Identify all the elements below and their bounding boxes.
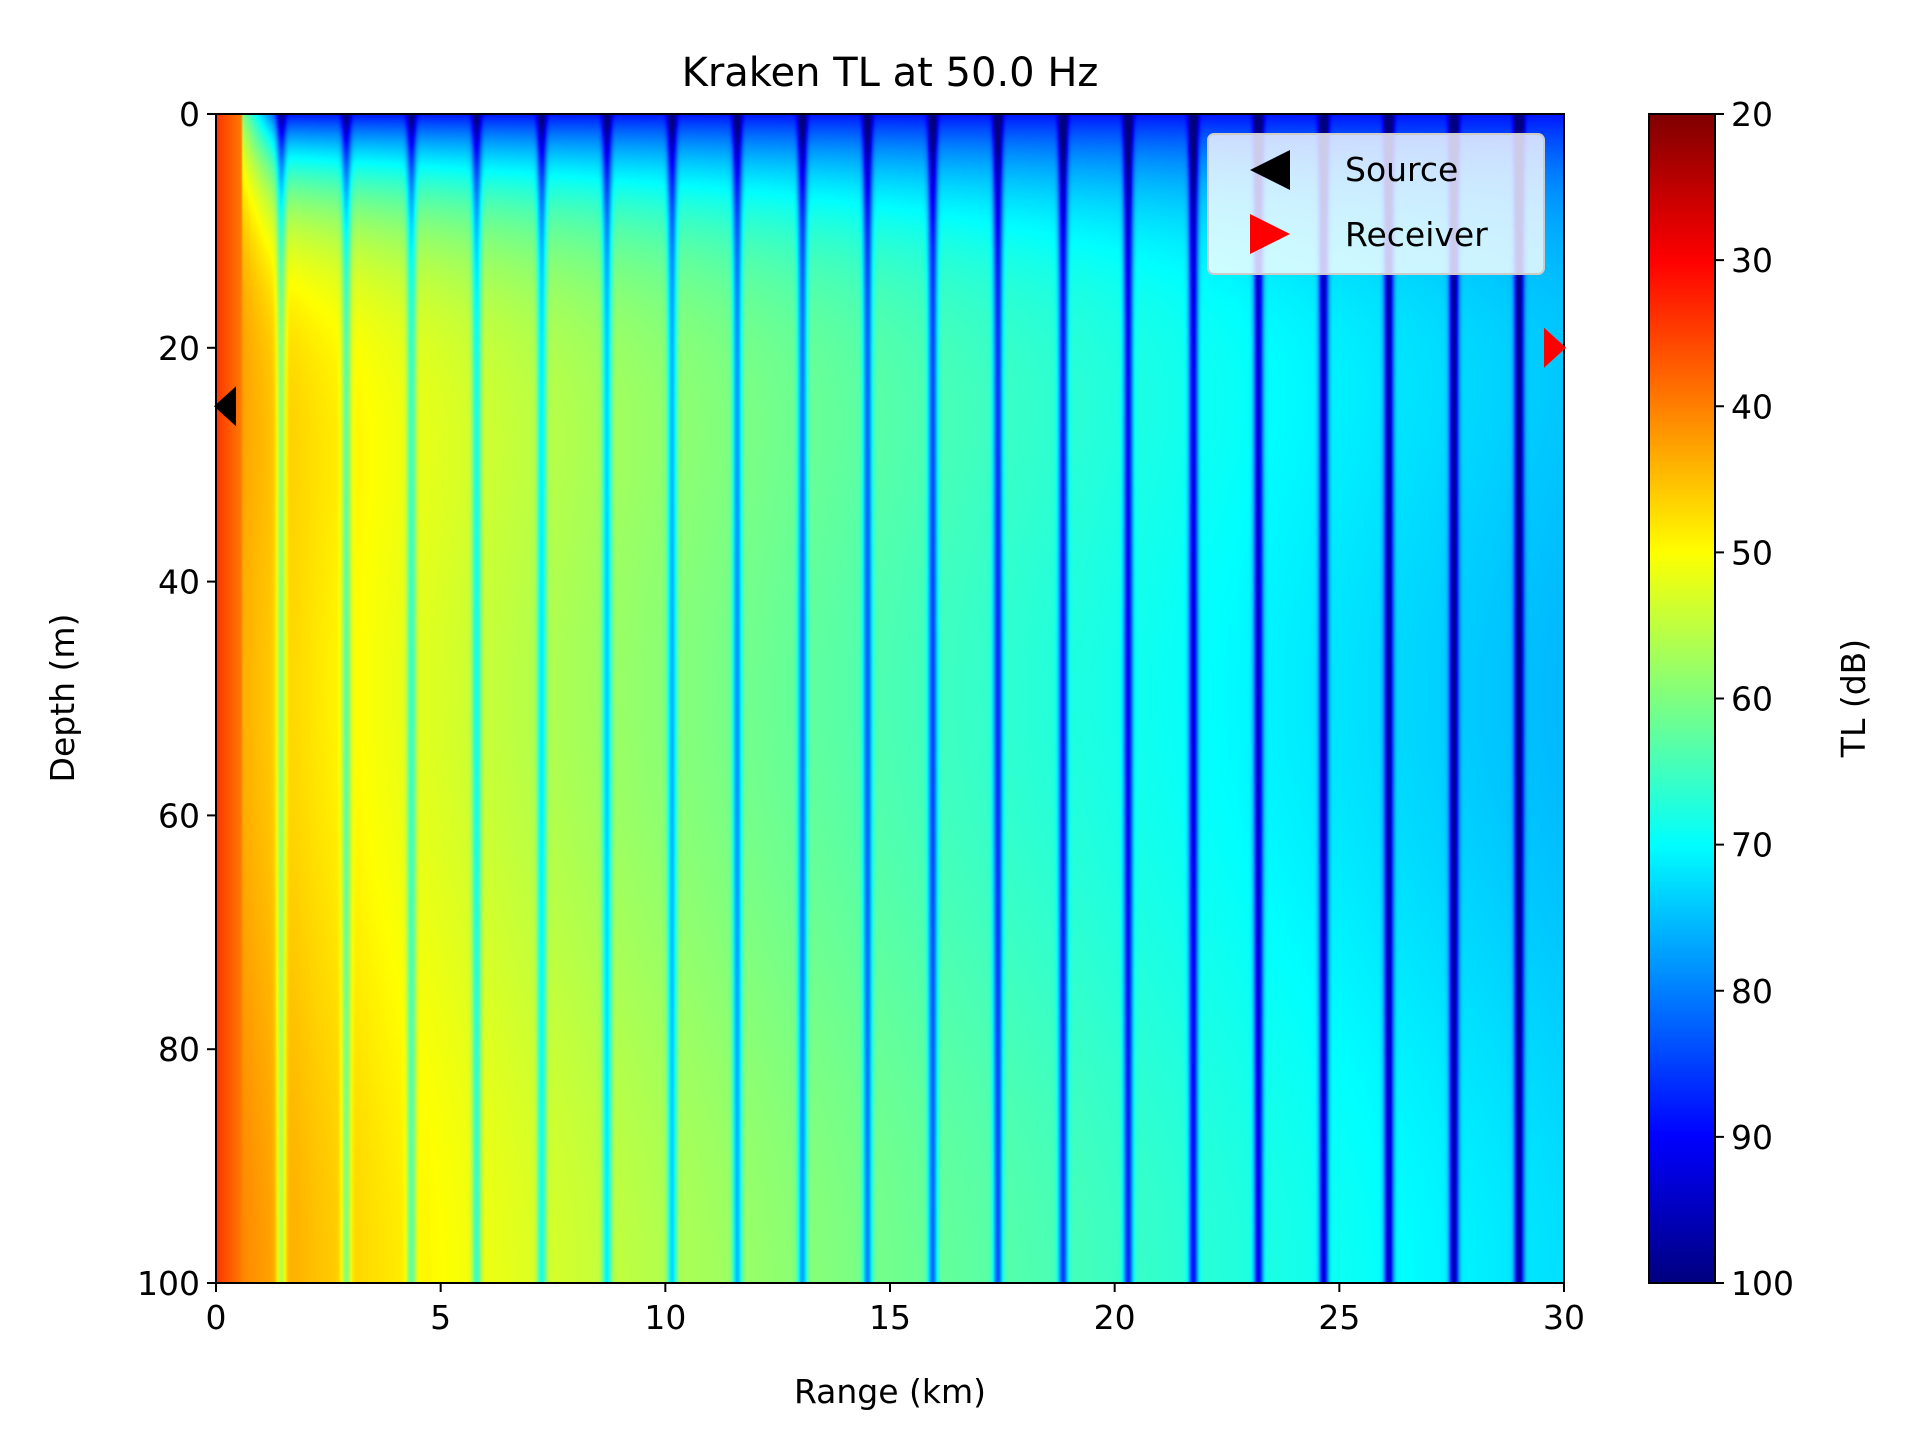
legend: Source Receiver	[1207, 133, 1545, 275]
receiver-marker	[1544, 327, 1567, 368]
y-tick-label: 80	[158, 1030, 200, 1069]
plot-frame	[215, 113, 1565, 1284]
colorbar-label: TL (dB)	[1834, 639, 1873, 758]
colorbar-axis: 20 30 40 50 60 70 80 90 100	[1715, 95, 1794, 1303]
colorbar-tick-label: 40	[1731, 387, 1773, 426]
y-tick-label: 20	[158, 329, 200, 368]
y-tick-label: 40	[158, 563, 200, 602]
tl-heatmap	[216, 114, 1564, 1283]
x-tick-label: 20	[1094, 1298, 1136, 1337]
y-tick-label: 0	[179, 95, 200, 134]
source-marker	[213, 386, 236, 427]
legend-receiver-label: Receiver	[1345, 215, 1488, 254]
x-tick-label: 5	[430, 1298, 451, 1337]
colorbar-tick-label: 70	[1731, 826, 1773, 865]
colorbar-tick-label: 50	[1731, 533, 1773, 572]
y-tick-label: 60	[158, 796, 200, 835]
y-tick-label: 100	[137, 1264, 200, 1303]
chart-title: Kraken TL at 50.0 Hz	[682, 50, 1099, 96]
colorbar-tick-label: 100	[1731, 1264, 1794, 1303]
colorbar-tick-label: 30	[1731, 241, 1773, 280]
y-axis-label: Depth (m)	[43, 614, 82, 783]
colorbar-tick-label: 80	[1731, 972, 1773, 1011]
x-tick-label: 30	[1543, 1298, 1585, 1337]
legend-source-icon	[1250, 150, 1290, 190]
colorbar-frame	[1648, 113, 1716, 1284]
colorbar-tick-label: 20	[1731, 95, 1773, 134]
marker-layer	[213, 327, 1567, 427]
colorbar-tick-label: 60	[1731, 680, 1773, 719]
x-tick-label: 15	[869, 1298, 911, 1337]
x-tick-label: 10	[644, 1298, 686, 1337]
legend-receiver-icon	[1250, 214, 1290, 254]
legend-source-label: Source	[1345, 150, 1458, 189]
legend-box	[1207, 133, 1545, 275]
x-axis-label: Range (km)	[794, 1372, 986, 1411]
colorbar-tick-label: 90	[1731, 1118, 1773, 1157]
x-tick-label: 0	[206, 1298, 227, 1337]
x-axis: 0 5 10 15 20 25 30	[206, 1283, 1585, 1337]
x-tick-label: 25	[1318, 1298, 1360, 1337]
colorbar-gradient	[1649, 114, 1715, 1283]
y-axis: 0 20 40 60 80 100	[137, 95, 216, 1303]
